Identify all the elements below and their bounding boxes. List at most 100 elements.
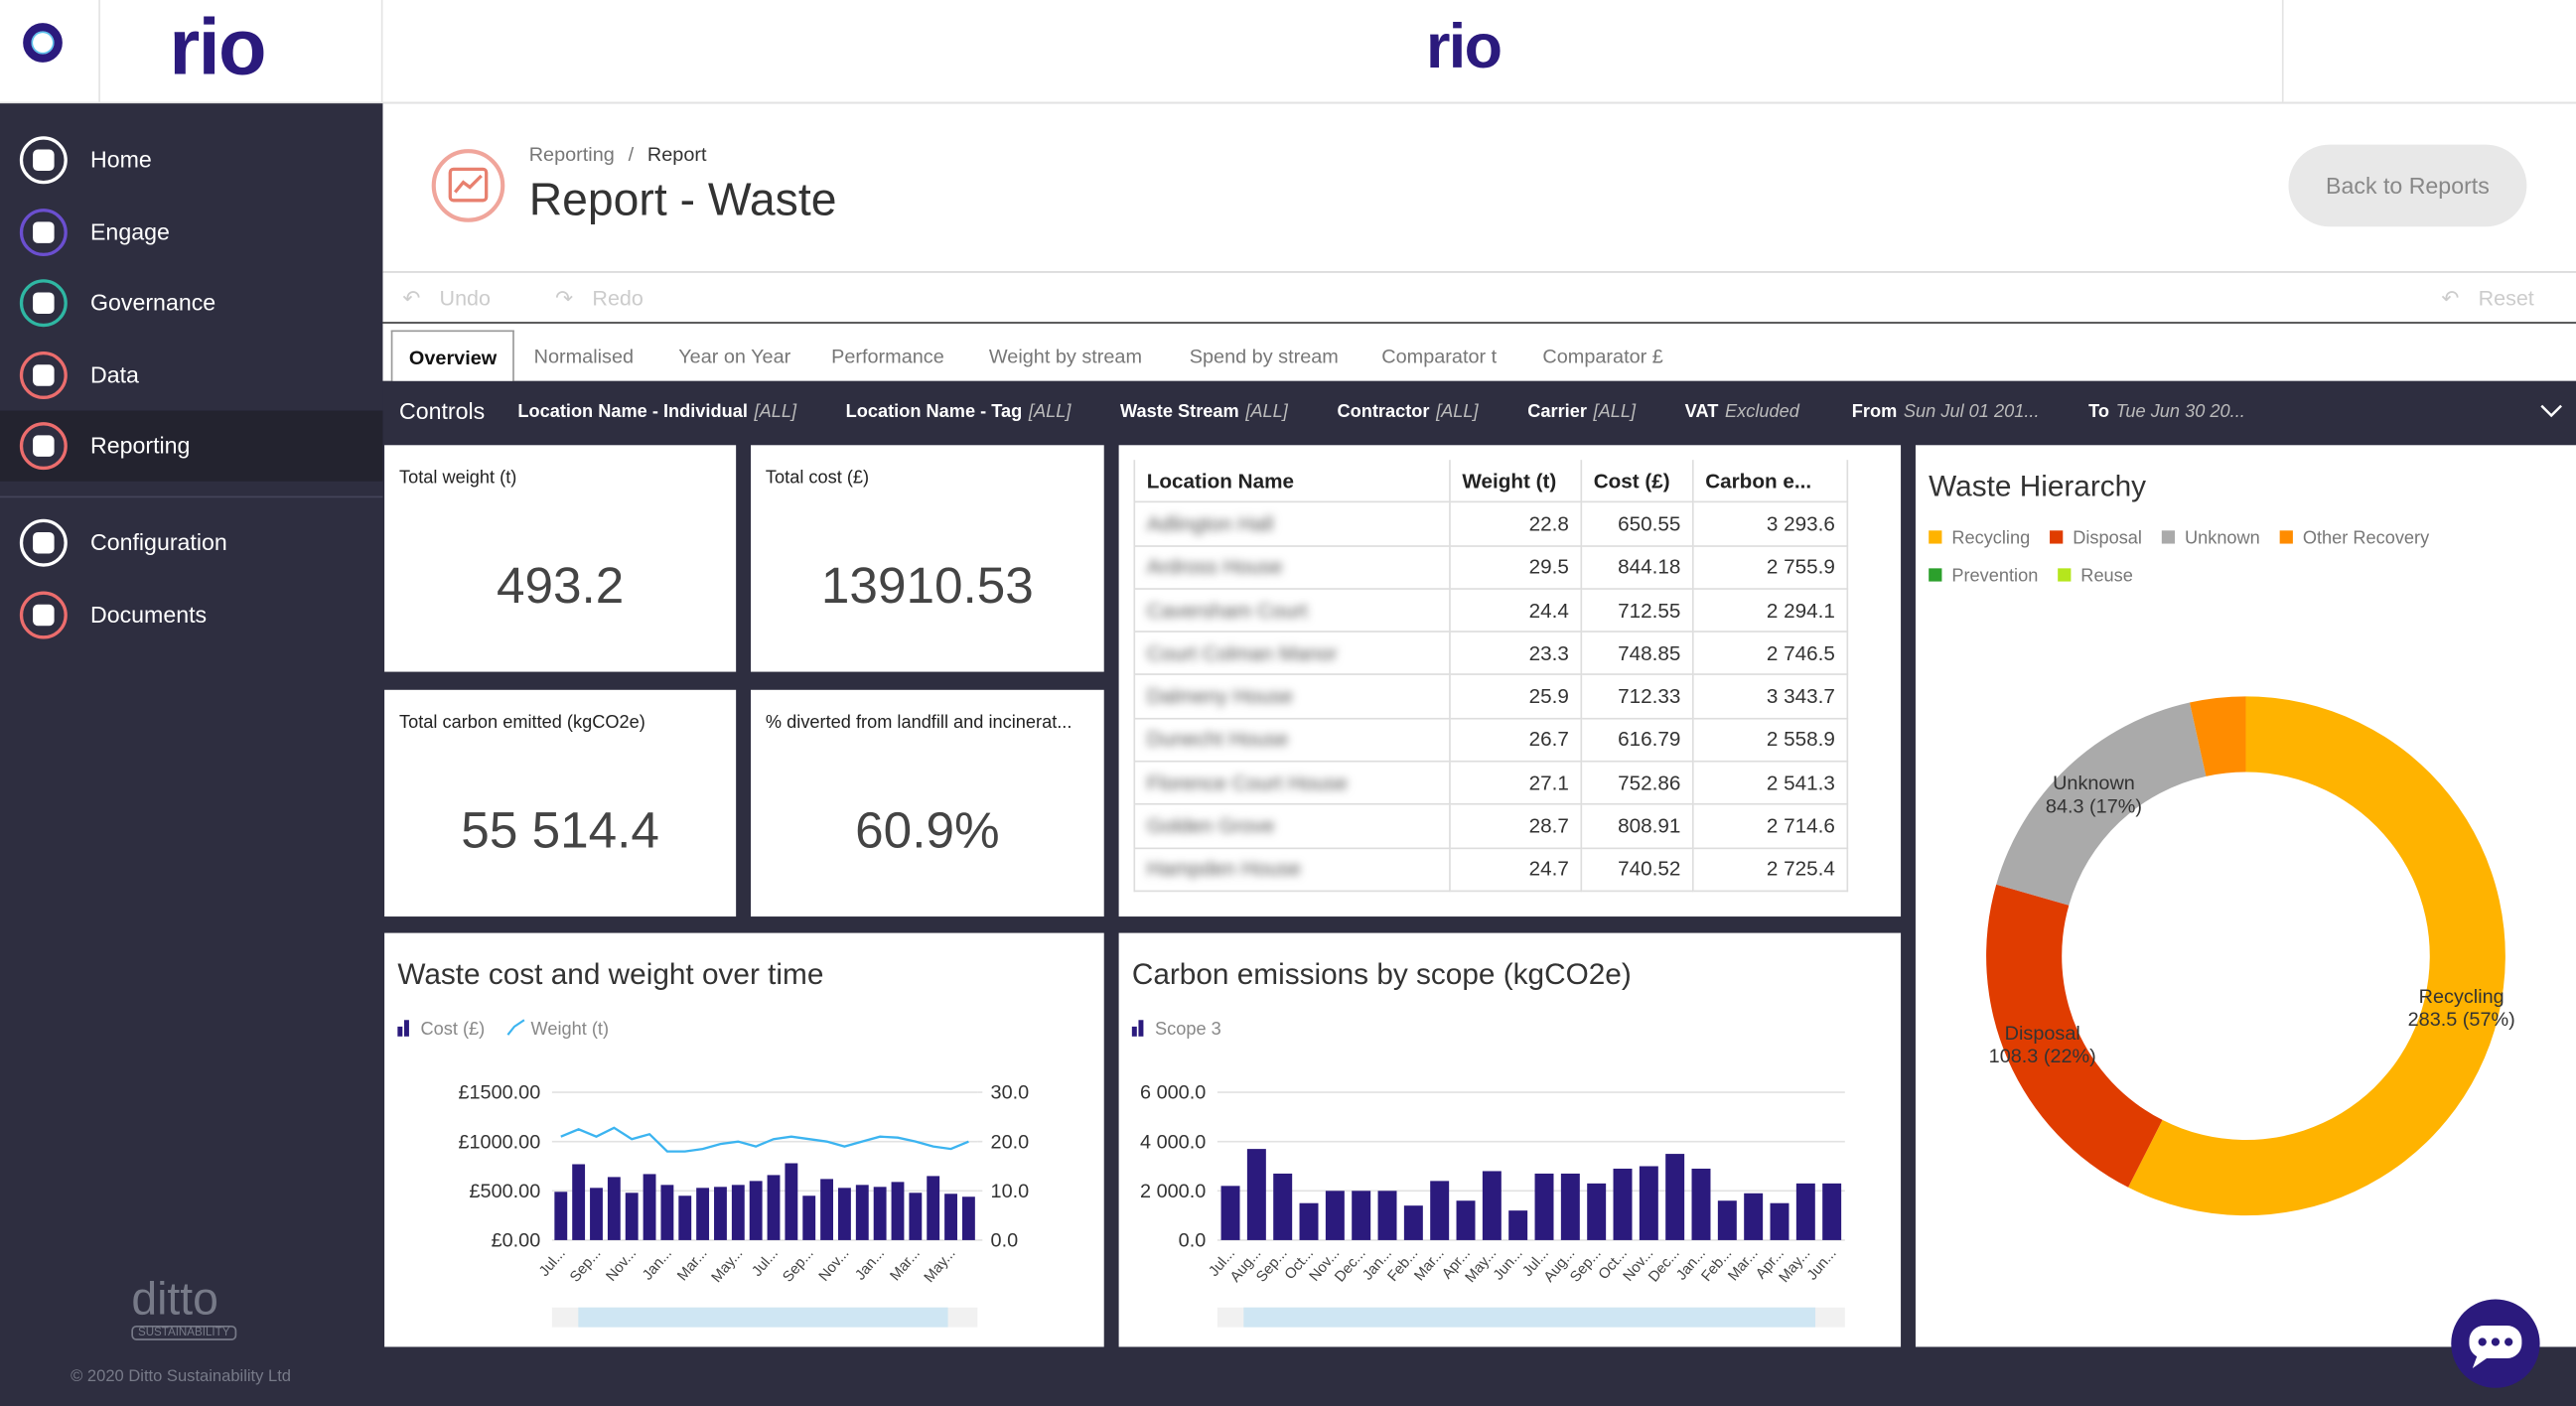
tab-bar: Overview Normalised Year on Year Performanc… [382, 323, 2576, 383]
filter-value: Excluded [1724, 402, 1799, 423]
column-header[interactable]: Cost (£) [1580, 460, 1694, 503]
nav-icon [19, 351, 68, 399]
nav-item[interactable]: Governance [0, 268, 382, 339]
column-header[interactable]: Carbon e... [1691, 460, 1849, 503]
report-icon [431, 149, 505, 222]
table-row: Florence Court House 27.1 752.86 2 541.3 [1133, 761, 1849, 806]
nav-item[interactable]: Documents [0, 579, 382, 649]
tab[interactable]: Comparator t [1381, 345, 1498, 368]
nav-label: Configuration [89, 528, 227, 556]
bar [1456, 1200, 1476, 1240]
legend-swatch [1138, 1020, 1144, 1037]
line [560, 1126, 969, 1153]
filter[interactable]: From Sun Jul 01 201... [1852, 396, 2040, 426]
location-table: Location Name Weight (t) Cost (£) Carbon e.… [1133, 460, 1849, 893]
table-row: Court Colman Manor 23.3 748.85 2 746.5 [1133, 631, 1849, 676]
breadcrumb-current: Report [646, 142, 707, 167]
legend-swatch [397, 1026, 403, 1037]
nav-separator [0, 495, 383, 498]
x-tick-label: Nov... [816, 1245, 853, 1284]
bar [1822, 1183, 1842, 1240]
app-icon[interactable] [23, 23, 63, 63]
nav-item[interactable]: Configuration [0, 507, 382, 578]
nav-icon [19, 279, 68, 328]
column-header[interactable]: Location Name [1133, 460, 1451, 503]
slice-value-label: 283.5 (57%) [2408, 1009, 2515, 1031]
filter[interactable]: Carrier [ALL] [1527, 396, 1636, 426]
back-button[interactable]: Back to Reports [2288, 144, 2527, 227]
nav-icon [19, 208, 68, 256]
breadcrumb: Reporting / Report [529, 143, 707, 166]
breadcrumb-link[interactable]: Reporting [528, 142, 615, 167]
table-cell: Ardross House [1133, 544, 1451, 590]
tab[interactable]: Performance [831, 345, 944, 368]
bar [590, 1188, 603, 1240]
table-header-row: Location Name Weight (t) Cost (£) Carbon e.… [1133, 460, 1849, 503]
table-cell: 25.9 [1449, 674, 1583, 720]
table-cell: 2 541.3 [1691, 761, 1849, 806]
bar [1665, 1154, 1685, 1240]
table-cell: 2 725.4 [1691, 847, 1849, 893]
reset-button[interactable]: ↶ Reset [2441, 285, 2534, 311]
chat-button[interactable] [2441, 1298, 2549, 1396]
undo-button[interactable]: ↶ Undo [402, 285, 491, 311]
tab[interactable]: Overview [390, 330, 515, 383]
y-tick-label: 0.0 [1179, 1230, 1207, 1252]
bar [909, 1193, 923, 1240]
bar [802, 1195, 816, 1240]
copyright: © 2020 Ditto Sustainability Ltd [71, 1367, 292, 1387]
y2-tick-label: 10.0 [991, 1181, 1030, 1202]
table-cell: Florence Court House [1133, 761, 1451, 806]
bar [944, 1194, 957, 1240]
logo[interactable]: rio [169, 4, 266, 92]
nav-item[interactable]: Data [0, 340, 382, 410]
legend-label: Reuse [2080, 566, 2133, 586]
tab[interactable]: Year on Year [678, 345, 791, 368]
filter[interactable]: To Tue Jun 30 20... [2088, 396, 2245, 426]
controls-bar[interactable]: Controls Location Name - Individual [ALL]… [382, 380, 2576, 441]
column-header[interactable]: Weight (t) [1449, 460, 1583, 503]
slice-label: Unknown [2053, 773, 2135, 794]
x-tick-label: Mar... [674, 1245, 710, 1284]
legend-swatch [2050, 530, 2064, 544]
filter[interactable]: Waste Stream [ALL] [1120, 396, 1288, 426]
tab[interactable]: Normalised [533, 345, 635, 368]
bar [820, 1179, 834, 1240]
nav-item[interactable]: Home [0, 125, 382, 196]
filter-name: VAT [1684, 402, 1719, 423]
table-cell: 844.18 [1580, 544, 1694, 590]
kpi-label: % diverted from landfill and incinerat..… [765, 712, 1073, 733]
y-tick-label: 2 000.0 [1140, 1181, 1206, 1202]
filter[interactable]: Contractor [ALL] [1337, 396, 1478, 426]
filter-name: Location Name - Individual [517, 402, 748, 423]
tab[interactable]: Spend by stream [1189, 345, 1339, 368]
table-cell: 24.4 [1449, 588, 1583, 633]
divider [98, 0, 100, 102]
tab[interactable]: Comparator £ [1542, 345, 1663, 368]
filter-name: Carrier [1527, 402, 1587, 423]
tab[interactable]: Weight by stream [988, 345, 1143, 368]
redo-button[interactable]: ↷ Redo [555, 285, 644, 311]
nav-item[interactable]: Reporting [0, 411, 383, 483]
bar [643, 1174, 656, 1240]
bar [731, 1185, 745, 1240]
bar [1273, 1173, 1293, 1240]
nav-item[interactable]: Engage [0, 197, 382, 267]
table-row: Adlington Hall 22.8 650.55 3 293.6 [1133, 501, 1849, 547]
filter[interactable]: Location Name - Individual [ALL] [517, 396, 796, 426]
table-cell: 22.8 [1449, 501, 1583, 547]
chart-card: Waste Hierarchy Recycling Disposal Unknown O… [1915, 445, 2576, 1347]
table-cell: Golden Grove [1133, 803, 1451, 849]
cost-weight-chart: Waste cost and weight over time Cost (£) W… [397, 958, 1030, 1328]
nav-label: Reporting [89, 432, 191, 460]
filter[interactable]: Location Name - Tag [ALL] [846, 396, 1072, 426]
filter-value: Tue Jun 30 20... [2115, 402, 2245, 423]
kpi-label: Total cost (£) [765, 468, 870, 489]
bar [1352, 1191, 1371, 1240]
chart-title: Carbon emissions by scope (kgCO2e) [1132, 958, 1632, 991]
slice-value-label: 84.3 (17%) [2046, 795, 2142, 817]
bar [1744, 1193, 1764, 1240]
expand-chevron[interactable] [2538, 401, 2564, 421]
filter[interactable]: VAT Excluded [1685, 396, 1799, 426]
